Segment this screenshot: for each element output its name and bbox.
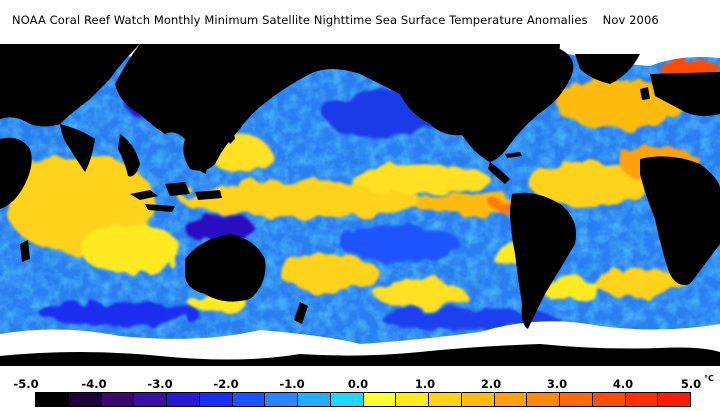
sst-anomaly-map xyxy=(0,44,720,366)
colorbar-tick-label: -5.0 xyxy=(13,377,39,391)
colorbar-swatch xyxy=(298,393,331,406)
colorbar-tick-label: -1.0 xyxy=(279,377,305,391)
colorbar-swatch xyxy=(199,393,233,406)
colorbar-swatch xyxy=(68,393,102,406)
colorbar-swatch xyxy=(134,393,167,406)
map-title: NOAA Coral Reef Watch Monthly Minimum Sa… xyxy=(12,13,659,27)
colorbar-swatch xyxy=(265,393,298,406)
colorbar-tick-label: -4.0 xyxy=(81,377,107,391)
colorbar-tick-label: 1.0 xyxy=(414,377,436,391)
colorbar-tick-label: 5.0 xyxy=(680,377,702,391)
colorbar-swatch xyxy=(101,393,135,406)
colorbar-tick-label: 2.0 xyxy=(480,377,502,391)
colorbar-unit: °C xyxy=(704,374,714,383)
colorbar-tick-label: -3.0 xyxy=(147,377,173,391)
colorbar-swatch xyxy=(167,393,200,406)
colorbar-swatch xyxy=(429,393,462,406)
colorbar xyxy=(35,392,691,407)
colorbar-swatch xyxy=(461,393,495,406)
colorbar-swatch xyxy=(232,393,266,406)
antarctica xyxy=(0,344,720,366)
colorbar-tick-label: -2.0 xyxy=(213,377,239,391)
colorbar-swatch xyxy=(625,393,659,406)
colorbar-tick-label: 4.0 xyxy=(612,377,634,391)
colorbar-swatch xyxy=(363,393,397,406)
colorbar-tick-label: 0.0 xyxy=(347,377,369,391)
colorbar-labels: -5.0 -4.0 -3.0 -2.0 -1.0 0.0 1.0 2.0 3.0… xyxy=(0,374,720,391)
colorbar-swatch xyxy=(36,393,69,406)
colorbar-swatch xyxy=(527,393,560,406)
colorbar-swatch xyxy=(658,393,690,406)
colorbar-tick-label: 3.0 xyxy=(546,377,568,391)
colorbar-swatch xyxy=(494,393,528,406)
colorbar-swatch xyxy=(396,393,429,406)
colorbar-swatch xyxy=(560,393,593,406)
colorbar-swatch xyxy=(330,393,364,406)
colorbar-swatch xyxy=(592,393,626,406)
land xyxy=(0,44,720,329)
